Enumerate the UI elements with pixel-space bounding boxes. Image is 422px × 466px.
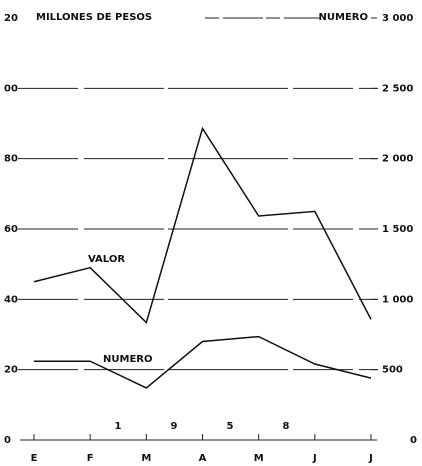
y2-tick-label: 2 000	[382, 154, 413, 165]
line-series	[34, 335, 372, 389]
annotation: 1	[115, 421, 122, 432]
series-label: VALOR	[88, 254, 125, 265]
x-tick-label: J	[312, 453, 317, 464]
line-series	[33, 126, 372, 324]
x-tick-label: M	[254, 453, 264, 464]
y-tick-label: 20	[4, 13, 18, 24]
y-tick-label: 40	[4, 294, 18, 305]
y-tick-label: 20	[4, 365, 18, 376]
x-tick-label: A	[199, 453, 207, 464]
y-tick-label: 80	[4, 154, 18, 165]
x-tick-label: J	[368, 453, 373, 464]
y2-axis-label: NUMERO	[319, 12, 368, 23]
y2-tick-label: 500	[382, 365, 403, 376]
x-tick-label: E	[31, 453, 38, 464]
y-tick-label: 60	[4, 224, 18, 235]
x-tick-label: F	[87, 453, 94, 464]
y2-tick-label: 2 500	[382, 83, 413, 94]
y2-tick-label: 0	[410, 435, 417, 446]
y-tick-label: 0	[4, 435, 11, 446]
annotation: 5	[227, 421, 234, 432]
y2-tick-label: 1 500	[382, 224, 413, 235]
y-axis-label: MILLONES DE PESOS	[36, 12, 152, 23]
y2-tick-label: 3 000	[382, 13, 413, 24]
annotation: 8	[283, 421, 290, 432]
annotation: 9	[171, 421, 178, 432]
y-tick-label: 00	[4, 83, 18, 94]
series-label: NUMERO	[103, 354, 152, 365]
y2-tick-label: 1 000	[382, 294, 413, 305]
x-tick-label: M	[141, 453, 151, 464]
